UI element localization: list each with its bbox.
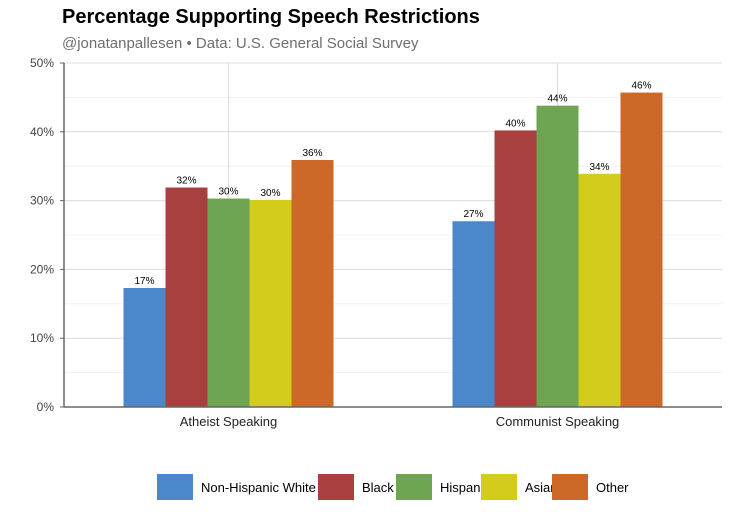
data-label: 30% (260, 188, 280, 199)
legend-item: Black (318, 474, 394, 500)
legend-swatch (318, 474, 354, 500)
legend-label: Black (362, 479, 394, 495)
bar (536, 105, 579, 407)
legend-swatch (157, 474, 193, 500)
data-label: 32% (176, 176, 196, 187)
y-tick-label: 10% (30, 331, 54, 345)
legend-label: Other (596, 479, 629, 495)
bar (165, 187, 208, 407)
x-tick-label: Communist Speaking (496, 414, 620, 429)
legend-swatch (396, 474, 432, 500)
legend-label: Hispanic (440, 479, 490, 495)
data-label: 30% (218, 187, 238, 198)
bar (452, 221, 495, 407)
y-tick-label: 0% (37, 400, 55, 414)
x-tick-label: Atheist Speaking (180, 414, 278, 429)
bar (578, 173, 621, 407)
legend-label: Non-Hispanic White (201, 479, 316, 495)
data-label: 27% (463, 209, 483, 220)
legend-item: Non-Hispanic White (157, 474, 316, 500)
legend-label: Asian (525, 479, 558, 495)
legend-swatch (552, 474, 588, 500)
legend-swatch (481, 474, 517, 500)
chart-title: Percentage Supporting Speech Restriction… (62, 6, 480, 28)
y-tick-label: 50% (30, 56, 54, 70)
data-label: 36% (302, 148, 322, 159)
y-tick-label: 20% (30, 262, 54, 276)
data-label: 34% (589, 162, 609, 173)
y-tick-label: 30% (30, 194, 54, 208)
data-label: 44% (547, 94, 567, 105)
bar (123, 287, 166, 407)
chart-legend: Non-Hispanic White Black Hispanic Asian Othe… (0, 474, 731, 500)
bar (207, 198, 250, 407)
bar-chart: 0% 10% 20% 30% 40% 50% 17% 32% 30% 30% 36% Atheist … (30, 56, 722, 429)
bar (494, 130, 537, 407)
legend-item: Hispanic (396, 474, 490, 500)
bar (249, 199, 292, 407)
chart-subtitle: @jonatanpallesen • Data: U.S. General So… (62, 35, 419, 52)
data-label: 40% (505, 118, 525, 129)
data-label: 46% (631, 81, 651, 92)
bar (620, 92, 663, 408)
y-tick-label: 40% (30, 125, 54, 139)
data-label: 17% (134, 276, 154, 287)
legend-item: Asian (481, 474, 558, 500)
bar (291, 160, 334, 407)
legend-item: Other (552, 474, 629, 500)
